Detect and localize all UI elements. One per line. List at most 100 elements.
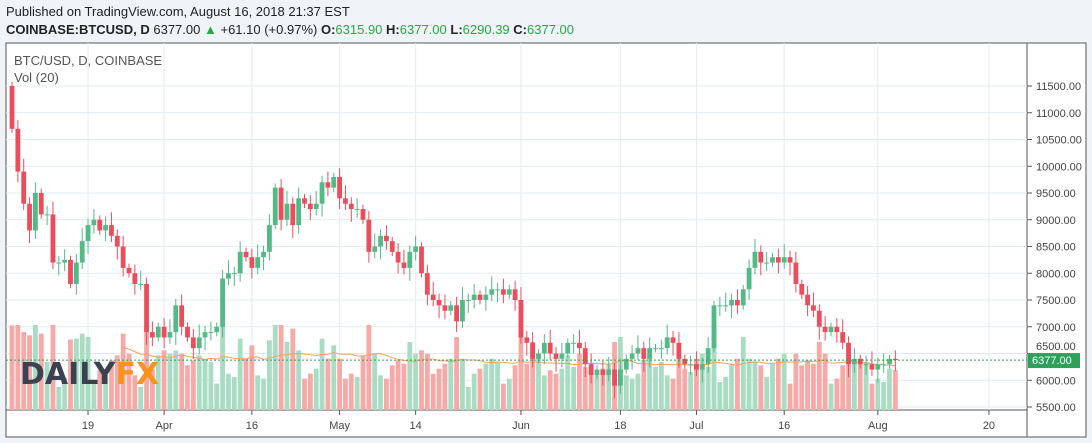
volume-bar bbox=[559, 368, 565, 410]
volume-bar bbox=[764, 377, 770, 410]
candle-body bbox=[21, 171, 27, 204]
candle-body bbox=[319, 182, 325, 204]
volume-bar bbox=[267, 340, 272, 410]
candle-body bbox=[220, 278, 225, 327]
volume-label: Vol (20) bbox=[14, 70, 59, 85]
candle-body bbox=[38, 193, 44, 215]
volume-bar bbox=[840, 365, 846, 410]
y-tick-label: 10500.00 bbox=[1036, 135, 1082, 147]
volume-bar bbox=[56, 387, 62, 410]
candle-body bbox=[506, 289, 512, 295]
volume-bar bbox=[150, 368, 155, 410]
candle-body bbox=[881, 364, 887, 366]
volume-bar bbox=[881, 382, 887, 410]
volume-bar bbox=[278, 325, 284, 410]
volume-bar bbox=[717, 382, 723, 410]
candle-body bbox=[62, 259, 68, 263]
close-value: 6377.00 bbox=[527, 22, 575, 37]
y-tick-label: 8000.00 bbox=[1036, 268, 1076, 280]
y-tick-label: 7500.00 bbox=[1036, 295, 1076, 307]
candle-body bbox=[202, 332, 208, 338]
x-tick-label: 16 bbox=[778, 420, 790, 432]
candle-body bbox=[126, 267, 132, 274]
volume-bar bbox=[711, 325, 717, 410]
candle-body bbox=[448, 305, 454, 311]
candle-body bbox=[834, 326, 840, 333]
volume-bar bbox=[50, 325, 56, 410]
volume-bar bbox=[173, 350, 179, 410]
candle-body bbox=[805, 294, 810, 306]
last-price-tag bbox=[1028, 353, 1080, 369]
high-label: H: bbox=[386, 22, 400, 37]
volume-bar bbox=[501, 383, 506, 410]
volume-bar bbox=[694, 358, 699, 410]
volume-bar bbox=[863, 362, 869, 410]
published-caption: Published on TradingView.com, August 16,… bbox=[6, 4, 350, 19]
candle-body bbox=[44, 214, 50, 216]
volume-bar bbox=[770, 363, 775, 410]
candle-body bbox=[401, 262, 407, 268]
volume-bar bbox=[787, 383, 793, 410]
volume-bar bbox=[325, 358, 331, 410]
x-tick-label: 14 bbox=[410, 420, 422, 432]
volume-bar bbox=[138, 387, 144, 410]
volume-bar bbox=[541, 375, 547, 410]
volume-bar bbox=[658, 362, 664, 410]
open-label: O: bbox=[320, 22, 336, 37]
close-label: C: bbox=[513, 22, 528, 37]
volume-bar bbox=[781, 353, 787, 410]
volume-bar bbox=[155, 355, 161, 410]
y-tick-label: 11000.00 bbox=[1036, 108, 1081, 120]
volume-bar bbox=[430, 373, 436, 410]
volume-bar bbox=[366, 325, 372, 410]
volume-bar bbox=[296, 350, 302, 410]
x-tick-label: May bbox=[329, 420, 350, 432]
volume-bar bbox=[553, 373, 559, 410]
volume-bar bbox=[887, 368, 892, 410]
candle-body bbox=[565, 342, 571, 354]
candle-body bbox=[799, 283, 805, 295]
candle-body bbox=[214, 326, 220, 333]
volume-bar bbox=[799, 365, 805, 410]
volume-bar bbox=[202, 358, 208, 410]
x-tick-label: 19 bbox=[82, 420, 94, 432]
volume-bar bbox=[477, 368, 483, 410]
chart-title: BTC/USD, D, COINBASE bbox=[14, 53, 162, 68]
volume-bar bbox=[97, 370, 103, 410]
candle-body bbox=[501, 289, 506, 295]
volume-bar bbox=[577, 353, 582, 410]
candle-body bbox=[307, 203, 313, 210]
x-tick-label: Jun bbox=[512, 420, 530, 432]
candle-body bbox=[541, 342, 547, 354]
candle-body bbox=[863, 364, 869, 366]
volume-bar bbox=[705, 367, 711, 410]
candle-body bbox=[547, 342, 553, 354]
volume-bar bbox=[395, 360, 401, 410]
volume-bar bbox=[132, 375, 138, 410]
candle-body bbox=[231, 273, 237, 275]
candle-body bbox=[717, 305, 723, 307]
volume-bar bbox=[512, 365, 518, 410]
volume-bar bbox=[185, 365, 190, 410]
volume-bar bbox=[629, 378, 635, 410]
volume-bar bbox=[237, 338, 243, 410]
candle-body bbox=[179, 305, 185, 327]
candle-body bbox=[483, 294, 489, 300]
candle-body bbox=[559, 353, 565, 359]
candle-body bbox=[699, 364, 705, 370]
candle-body bbox=[846, 342, 851, 365]
low-label: L: bbox=[450, 22, 463, 37]
volume-bar bbox=[372, 353, 378, 410]
candle-body bbox=[354, 209, 360, 211]
candle-body bbox=[79, 241, 85, 263]
volume-bar bbox=[723, 377, 729, 410]
volume-bar bbox=[460, 358, 465, 410]
volume-bar bbox=[302, 378, 307, 410]
volume-bar bbox=[38, 333, 44, 410]
candle-body bbox=[869, 364, 875, 370]
volume-bar bbox=[869, 383, 875, 410]
volume-bar bbox=[290, 328, 296, 410]
volume-bar bbox=[103, 373, 108, 410]
last-price: 6377.00 bbox=[153, 22, 201, 37]
